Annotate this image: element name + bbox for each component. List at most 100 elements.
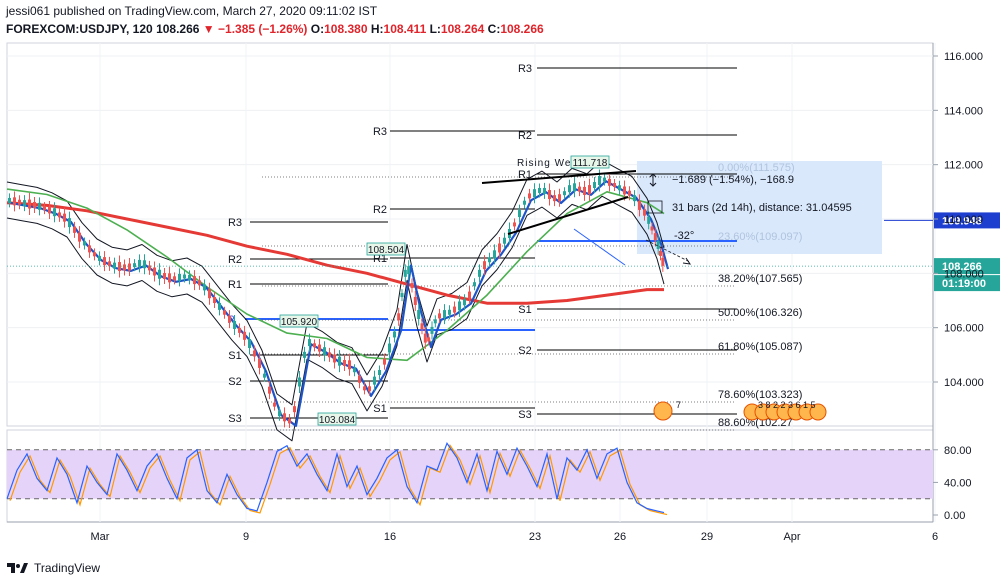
rsi-tick-label: 40.00 bbox=[944, 477, 972, 489]
price-tick-label: 112.000 bbox=[944, 160, 983, 172]
candle-body bbox=[193, 276, 196, 285]
candle-body bbox=[558, 194, 561, 202]
candle-body bbox=[443, 310, 446, 319]
candle-body bbox=[13, 197, 16, 206]
fib-level-label: 38.20%(107.565) bbox=[718, 273, 802, 285]
price-tag-label: 109.948 bbox=[942, 215, 982, 227]
price-tick-label: 106.000 bbox=[944, 323, 984, 335]
price-tick-label: 116.000 bbox=[944, 51, 983, 63]
candle-body bbox=[233, 320, 236, 329]
candle-body bbox=[503, 237, 506, 244]
price-callout-box bbox=[366, 242, 406, 256]
pivot-label: S1 bbox=[228, 350, 241, 362]
pivot-label: R1 bbox=[228, 279, 242, 291]
price-tick-label: 114.000 bbox=[944, 105, 983, 117]
price-callout-box bbox=[279, 314, 319, 328]
fib-level-label: 50.00%(106.326) bbox=[718, 307, 802, 319]
event-badge-counts: 3 8 2 2 3 6 1 5 bbox=[758, 400, 816, 410]
candle-body bbox=[228, 315, 231, 323]
candle-body bbox=[218, 302, 221, 310]
time-tick-label: Apr bbox=[783, 531, 800, 543]
candle-body bbox=[238, 327, 241, 333]
candle-body bbox=[628, 190, 631, 196]
candle-body bbox=[430, 326, 434, 334]
bars-measure-text: 31 bars (2d 14h), distance: 31.04595 bbox=[672, 202, 852, 214]
footer-brand: TradingView bbox=[34, 561, 101, 575]
candle-body bbox=[308, 339, 311, 347]
price-callout-box bbox=[570, 155, 610, 169]
candle-body bbox=[593, 182, 596, 189]
candle-body bbox=[93, 252, 96, 257]
price-tag-box bbox=[934, 258, 1000, 275]
candle-body bbox=[53, 208, 56, 217]
candle-body bbox=[38, 202, 41, 210]
candle-body bbox=[33, 201, 36, 208]
symbol-header: FOREXCOM:USDJPY, 120 108.266 ▼ −1.385 (−… bbox=[6, 22, 544, 36]
pivot-label: S1 bbox=[373, 403, 386, 415]
pattern-label: Rising We bbox=[517, 158, 571, 169]
candle-body bbox=[283, 413, 286, 422]
candle-body bbox=[388, 343, 391, 353]
candle-body bbox=[43, 206, 46, 211]
candle-body bbox=[123, 264, 126, 271]
candle-body bbox=[458, 301, 461, 311]
price-tag-label: 108.266 bbox=[942, 261, 982, 273]
candle-body bbox=[407, 266, 411, 275]
candle-body bbox=[158, 269, 161, 279]
candle-body bbox=[153, 267, 156, 276]
candle-body bbox=[68, 218, 71, 228]
candle-body bbox=[363, 386, 366, 391]
ma-medium-line bbox=[6, 188, 665, 362]
candle-body bbox=[633, 195, 636, 202]
price-tick-label: 110.000 bbox=[944, 214, 983, 226]
candle-body bbox=[263, 373, 266, 378]
candle-body bbox=[313, 343, 316, 348]
candle-body bbox=[417, 310, 421, 320]
candle-body bbox=[323, 347, 326, 356]
time-tick-label: 29 bbox=[701, 531, 713, 543]
rsi-line bbox=[6, 442, 665, 514]
candle-body bbox=[397, 313, 401, 321]
candle-body bbox=[463, 299, 466, 306]
candle-body bbox=[18, 199, 21, 205]
candle-body bbox=[473, 282, 476, 287]
candle-body bbox=[8, 197, 11, 203]
candle-body bbox=[273, 402, 276, 407]
rsi-tick-label: 0.00 bbox=[944, 510, 965, 522]
candle-body bbox=[438, 313, 441, 319]
pivot-label: S1 bbox=[518, 304, 531, 316]
candle-body bbox=[208, 289, 211, 299]
angle-ray-line bbox=[573, 228, 626, 266]
symbol[interactable]: FOREXCOM:USDJPY, 120 bbox=[6, 22, 153, 36]
candle-body bbox=[410, 283, 414, 289]
candle-body bbox=[198, 280, 201, 286]
time-tick-label: 6 bbox=[932, 531, 938, 543]
pivot-label: R2 bbox=[518, 130, 532, 142]
candle-body bbox=[133, 263, 136, 268]
event-badge-icon bbox=[653, 401, 673, 421]
down-arrow-icon: ▼ bbox=[202, 22, 215, 36]
candle-body bbox=[328, 352, 331, 358]
candle-body bbox=[653, 233, 657, 241]
candle-body bbox=[253, 350, 256, 357]
candle-body bbox=[498, 243, 501, 253]
candle-body bbox=[188, 274, 191, 280]
footer: TradingView bbox=[6, 561, 100, 575]
candle-body bbox=[88, 245, 91, 253]
candle-body bbox=[108, 261, 111, 267]
candle-body bbox=[298, 377, 301, 387]
candle-body bbox=[573, 183, 576, 192]
fib-level-label: 0.00%(111.575) bbox=[718, 162, 795, 174]
time-tick-label: 23 bbox=[529, 531, 541, 543]
candle-body bbox=[453, 306, 456, 313]
price-change: −1.385 (−1.26%) bbox=[218, 22, 308, 36]
open-label: O: bbox=[310, 22, 325, 36]
candle-body bbox=[513, 222, 516, 227]
high-label: H: bbox=[370, 22, 384, 36]
candle-body bbox=[638, 200, 641, 210]
candle-body bbox=[128, 263, 131, 271]
price-chart[interactable]: R3R2R1PS1S2S3R3R2R1S1R3R2R1S1S2S3 0.00%(… bbox=[0, 40, 1008, 560]
pivot-label: R2 bbox=[228, 254, 242, 266]
candle-body bbox=[528, 193, 531, 199]
candle-body bbox=[353, 368, 356, 373]
